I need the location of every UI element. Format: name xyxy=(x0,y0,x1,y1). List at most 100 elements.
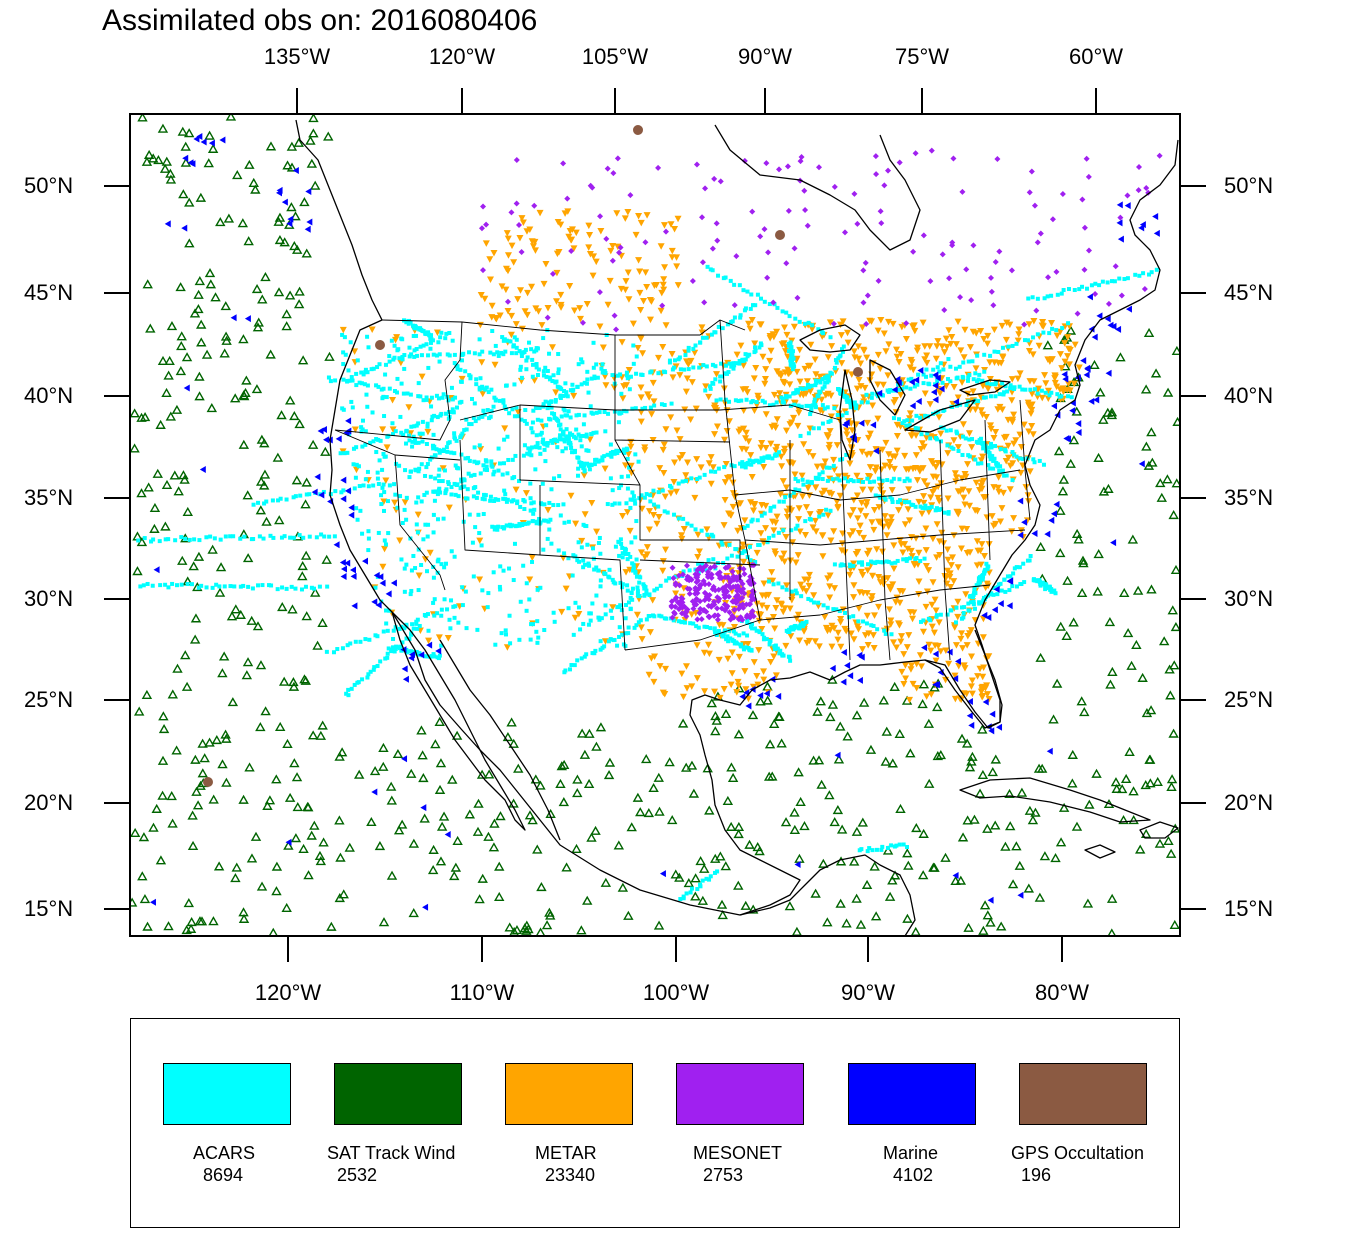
sat-wind-marker xyxy=(181,681,193,691)
acars-marker xyxy=(366,484,371,489)
acars-marker xyxy=(676,481,681,486)
acars-marker xyxy=(842,563,847,568)
mesonet-marker xyxy=(1118,292,1125,299)
metar-marker xyxy=(830,456,838,464)
sat-wind-marker xyxy=(194,916,206,926)
acars-marker xyxy=(458,486,463,491)
metar-marker xyxy=(936,390,944,397)
acars-marker xyxy=(880,560,885,565)
acars-marker xyxy=(325,584,330,589)
sat-wind-marker xyxy=(132,566,143,576)
sat-wind-marker xyxy=(1071,528,1083,538)
acars-marker xyxy=(603,603,608,608)
acars-marker xyxy=(847,615,852,620)
sat-wind-marker xyxy=(1065,325,1077,335)
acars-marker xyxy=(600,362,605,367)
acars-marker xyxy=(708,267,713,272)
metar-marker xyxy=(585,222,593,230)
acars-marker xyxy=(853,405,858,410)
metar-marker xyxy=(770,422,778,430)
metar-marker xyxy=(919,319,927,327)
acars-marker xyxy=(729,553,734,558)
acars-marker xyxy=(793,588,798,593)
acars-marker xyxy=(1049,587,1054,592)
acars-marker xyxy=(570,573,575,578)
metar-marker xyxy=(683,685,691,692)
sat-wind-marker xyxy=(181,352,193,362)
acars-marker xyxy=(495,350,500,355)
acars-marker xyxy=(1010,343,1015,348)
acars-marker xyxy=(714,632,719,637)
mesonet-marker xyxy=(860,267,867,274)
metar-marker xyxy=(791,471,799,478)
acars-marker xyxy=(397,463,402,468)
metar-marker xyxy=(745,320,753,328)
acars-marker xyxy=(696,561,701,566)
sat-wind-marker xyxy=(408,908,419,918)
mesonet-marker xyxy=(700,578,707,585)
metar-marker xyxy=(528,283,536,291)
mesonet-marker xyxy=(763,160,770,167)
sat-wind-marker xyxy=(176,341,187,351)
acars-marker xyxy=(541,437,546,442)
metar-marker xyxy=(877,486,885,494)
sat-wind-marker xyxy=(278,676,290,686)
sat-wind-marker xyxy=(259,438,270,448)
acars-marker xyxy=(777,450,782,455)
metar-marker xyxy=(836,492,844,500)
metar-marker xyxy=(613,210,621,217)
metar-marker xyxy=(899,588,907,595)
acars-marker xyxy=(585,369,590,374)
acars-marker xyxy=(492,498,497,503)
metar-marker xyxy=(913,347,921,355)
metar-marker xyxy=(741,517,749,524)
acars-marker xyxy=(395,376,400,381)
sat-wind-marker xyxy=(841,918,852,928)
metar-marker xyxy=(1028,422,1036,430)
acars-marker xyxy=(502,437,507,442)
acars-marker xyxy=(498,564,503,569)
acars-marker xyxy=(379,493,384,498)
acars-marker xyxy=(510,407,515,412)
metar-marker xyxy=(562,585,570,593)
acars-marker xyxy=(420,439,425,444)
acars-marker xyxy=(737,633,742,638)
metar-marker xyxy=(694,553,702,561)
sat-wind-marker xyxy=(235,609,246,619)
acars-marker xyxy=(1054,328,1059,333)
sat-wind-marker xyxy=(450,862,462,872)
acars-marker xyxy=(872,479,877,484)
metar-marker xyxy=(915,498,923,506)
metar-marker xyxy=(553,269,561,277)
metar-marker xyxy=(994,484,1002,492)
metar-marker xyxy=(762,525,770,532)
acars-marker xyxy=(551,373,556,378)
metar-marker xyxy=(767,347,775,355)
acars-marker xyxy=(409,352,414,357)
acars-marker xyxy=(630,406,635,411)
acars-marker xyxy=(838,563,843,568)
acars-marker xyxy=(545,443,550,448)
acars-marker xyxy=(558,433,563,438)
acars-marker xyxy=(1017,565,1022,570)
sat-wind-marker xyxy=(720,861,731,871)
acars-marker xyxy=(725,634,730,639)
sat-wind-marker xyxy=(851,710,863,720)
metar-marker xyxy=(944,450,952,457)
metar-marker xyxy=(637,549,645,556)
metar-marker xyxy=(933,343,941,350)
acars-marker xyxy=(808,412,813,417)
acars-marker xyxy=(452,615,457,620)
acars-marker xyxy=(435,611,440,616)
acars-marker xyxy=(793,487,798,492)
acars-marker xyxy=(997,392,1002,397)
acars-marker xyxy=(407,354,412,359)
acars-marker xyxy=(530,374,535,379)
mesonet-marker xyxy=(716,569,723,576)
acars-marker xyxy=(968,600,973,605)
acars-marker xyxy=(764,637,769,642)
metar-marker xyxy=(682,663,690,670)
acars-marker xyxy=(586,463,591,468)
metar-marker xyxy=(841,625,849,633)
acars-marker xyxy=(993,394,998,399)
